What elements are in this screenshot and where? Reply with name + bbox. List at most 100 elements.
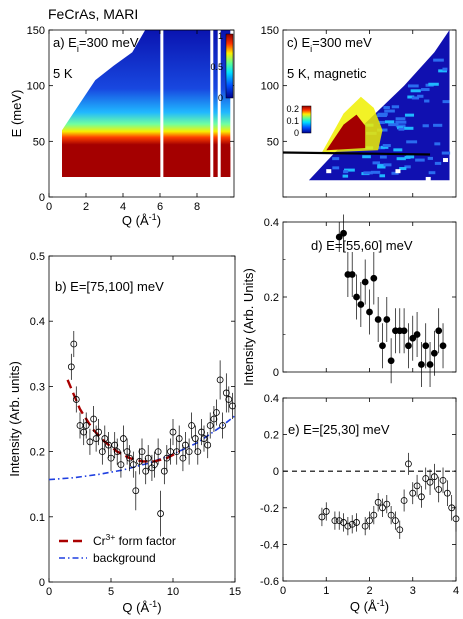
data-point [76,422,84,429]
panel-b: 0 5 10 15 0 0.1 0.2 0.3 0.4 0.5 b) E=[75,100] meV Q… [7,251,241,615]
panel-b-xtick-label: 10 [167,586,179,598]
heatmap-c-cell [410,89,421,93]
panel-a-temperature: 5 K [53,66,73,81]
panel-d-ytick-label: 0.4 [264,217,279,229]
data-point [167,448,174,456]
panel-a-ytick-label: 100 [27,81,45,93]
data-point [229,402,236,410]
data-point [348,520,356,528]
heatmap-c-cell [427,156,434,160]
heatmap-c-cell [433,123,443,127]
heatmap-c-cell [396,157,406,161]
data-point [113,448,121,456]
heatmap-c-cell [433,58,444,62]
panel-a-ytick-label: 50 [33,136,45,148]
data-point [400,327,408,335]
data-point [413,482,421,490]
data-point [443,489,451,497]
data-point [185,448,193,456]
panel-e-xtick-label: 4 [453,585,459,597]
data-point [117,461,125,469]
heatmap-c-cell [380,145,389,149]
heatmap-c-cell [342,174,349,178]
data-point [422,342,430,350]
heatmap-a-gap [160,30,164,197]
colorbar-a-tick: 0.5 [210,62,223,72]
data-point [129,461,137,469]
data-point [142,467,150,475]
heatmap-c-cell [441,151,451,155]
data-point [331,517,339,525]
data-point [107,454,115,462]
heatmap-c-cell [424,99,430,103]
data-point [200,435,208,442]
panel-b-axes-frame [48,255,236,583]
heatmap-c-cell [384,109,395,113]
heatmap-c-cell [403,126,414,130]
panel-a-ylabel: E (meV) [9,90,24,138]
data-point [357,301,365,308]
heatmap-c-cell [404,165,411,169]
panel-b-xtick-label: 5 [108,586,114,598]
data-point [82,422,90,429]
heatmap-c-cell [438,69,448,73]
colorbar-a-tick: 0 [218,93,223,103]
heatmap-c-cell [407,95,415,99]
panel-a-ytick-label: 150 [27,25,45,37]
heatmap-c-cell [391,171,399,175]
panel-d-ytick-label: 0 [273,367,279,379]
data-point [353,519,360,526]
panel-c-ytick-label: 50 [267,136,279,148]
colorbar-c-tick: 0.2 [286,104,299,114]
panel-e-label: e) E=[25,30] meV [288,422,390,437]
data-point [86,438,94,446]
data-point [136,457,143,465]
heatmap-a-gap [210,30,214,197]
data-point [413,331,421,338]
heatmap-a-coverage [62,30,231,177]
data-point [422,475,430,482]
heatmap-c-body [308,30,451,181]
data-point [120,435,127,442]
data-point [409,334,417,342]
data-point [322,508,330,515]
heatmap-c-gap [326,169,332,174]
data-point [90,415,98,423]
data-point [405,460,412,468]
panel-e-ytick-label: 0 [273,466,279,478]
data-point [219,422,227,429]
heatmap-c-cell [332,166,340,170]
data-point [222,389,230,397]
data-point [194,448,202,456]
data-point [366,308,373,316]
heatmap-c-cell [422,124,429,128]
colorbar-c [301,105,312,134]
data-point [173,448,181,456]
data-point [344,522,352,530]
data-point [392,517,399,525]
heatmap-c-cell [395,117,406,121]
heatmap-c-cell [388,123,399,127]
heatmap-a-gap [217,30,221,197]
data-point [98,448,106,456]
data-point [212,409,220,416]
panel-e-ytick-label: -0.2 [260,503,279,515]
data-point [379,342,386,350]
panel-e-xtick-label: 0 [280,585,286,597]
panel-d-ylabel: Intensity (Arb. Units) [241,268,256,386]
data-point [379,504,386,512]
data-point [353,293,360,301]
data-point [198,428,205,436]
data-point [340,519,347,526]
panel-e-xtick-label: 2 [366,585,372,597]
data-point [126,454,134,462]
colorbar-a [225,33,234,99]
data-point [396,526,404,534]
cut-line [282,151,431,156]
heatmap-c-cell [376,114,387,118]
data-point [154,448,162,456]
panel-c-ytick-label: 150 [261,25,279,37]
heatmap-c-cell [442,100,450,104]
data-point [448,504,456,512]
